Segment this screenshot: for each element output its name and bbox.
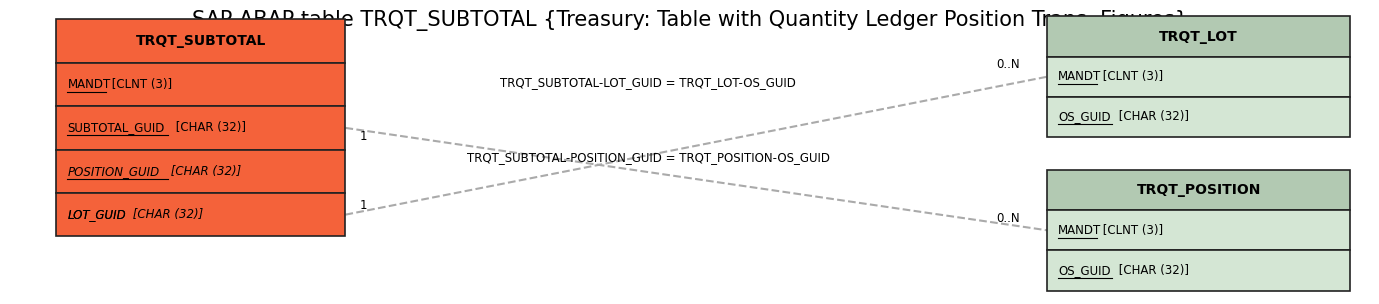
FancyBboxPatch shape xyxy=(57,193,346,236)
Text: SAP ABAP table TRQT_SUBTOTAL {Treasury: Table with Quantity Ledger Position Tran: SAP ABAP table TRQT_SUBTOTAL {Treasury: … xyxy=(192,10,1187,31)
Text: 1: 1 xyxy=(359,130,367,143)
Text: 0..N: 0..N xyxy=(996,58,1020,71)
Text: OS_GUID: OS_GUID xyxy=(1058,264,1111,277)
Text: [CLNT (3)]: [CLNT (3)] xyxy=(108,78,172,91)
Text: SUBTOTAL_GUID: SUBTOTAL_GUID xyxy=(68,121,165,134)
Text: [CHAR (32)]: [CHAR (32)] xyxy=(172,121,247,134)
FancyBboxPatch shape xyxy=(57,150,346,193)
Text: MANDT: MANDT xyxy=(1058,224,1102,237)
FancyBboxPatch shape xyxy=(1047,170,1350,210)
Text: TRQT_SUBTOTAL-LOT_GUID = TRQT_LOT-OS_GUID: TRQT_SUBTOTAL-LOT_GUID = TRQT_LOT-OS_GUI… xyxy=(501,76,796,89)
Text: [CLNT (3)]: [CLNT (3)] xyxy=(1099,224,1162,237)
FancyBboxPatch shape xyxy=(1047,57,1350,97)
Text: 1: 1 xyxy=(359,199,367,212)
Text: MANDT: MANDT xyxy=(68,78,110,91)
FancyBboxPatch shape xyxy=(57,106,346,150)
Text: TRQT_LOT: TRQT_LOT xyxy=(1160,29,1238,43)
FancyBboxPatch shape xyxy=(1047,210,1350,250)
Text: MANDT: MANDT xyxy=(1058,70,1102,83)
Text: 0..N: 0..N xyxy=(996,212,1020,225)
FancyBboxPatch shape xyxy=(1047,250,1350,291)
Text: TRQT_SUBTOTAL-POSITION_GUID = TRQT_POSITION-OS_GUID: TRQT_SUBTOTAL-POSITION_GUID = TRQT_POSIT… xyxy=(466,151,830,164)
FancyBboxPatch shape xyxy=(1047,16,1350,57)
FancyBboxPatch shape xyxy=(57,63,346,106)
Text: TRQT_POSITION: TRQT_POSITION xyxy=(1136,183,1260,197)
Text: [CLNT (3)]: [CLNT (3)] xyxy=(1099,70,1162,83)
Text: [CHAR (32)]: [CHAR (32)] xyxy=(1114,264,1189,277)
Text: LOT_GUID: LOT_GUID xyxy=(68,208,125,221)
Text: [CHAR (32)]: [CHAR (32)] xyxy=(1114,110,1189,123)
FancyBboxPatch shape xyxy=(57,19,346,63)
Text: TRQT_SUBTOTAL: TRQT_SUBTOTAL xyxy=(135,34,266,48)
Text: OS_GUID: OS_GUID xyxy=(1058,110,1111,123)
Text: LOT_GUID: LOT_GUID xyxy=(68,208,125,221)
Text: POSITION_GUID: POSITION_GUID xyxy=(68,165,160,178)
Text: [CHAR (32)]: [CHAR (32)] xyxy=(128,208,203,221)
Text: [CHAR (32)]: [CHAR (32)] xyxy=(167,165,241,178)
FancyBboxPatch shape xyxy=(1047,97,1350,137)
